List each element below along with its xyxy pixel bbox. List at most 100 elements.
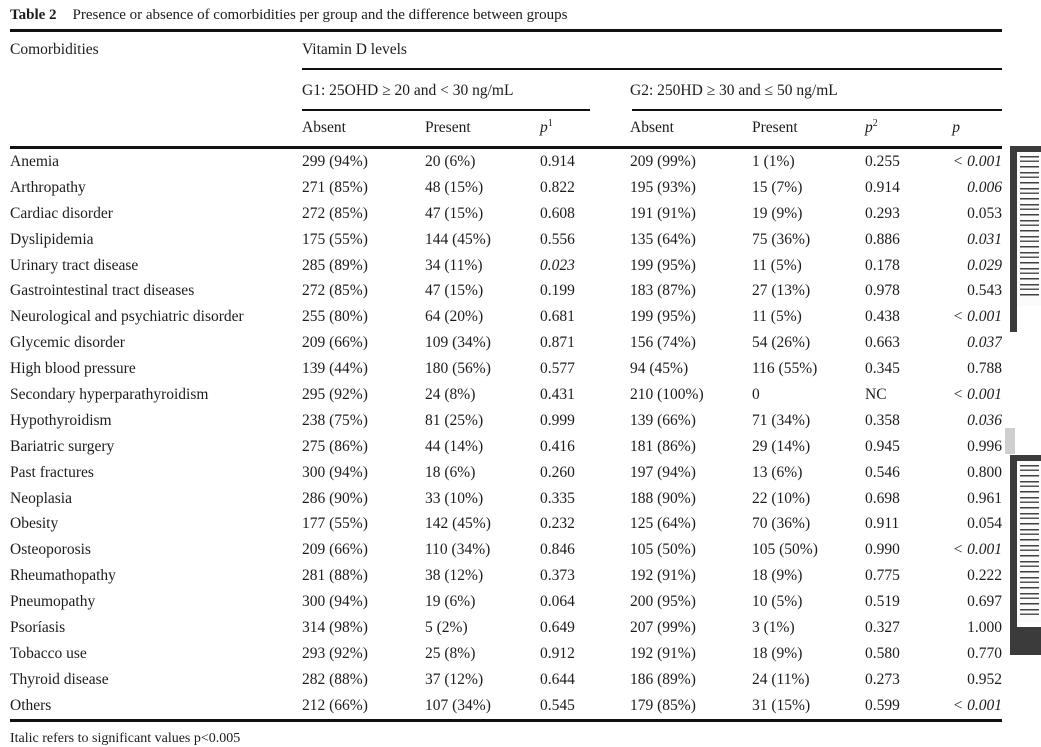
- header-bottom-rule: [10, 146, 1002, 149]
- cell-g1-present: 24 (8%): [425, 386, 476, 404]
- cell-comorbidity: Others: [10, 696, 52, 714]
- cell-p: 0.054: [967, 515, 1002, 533]
- cell-g1-absent: 272 (85%): [302, 282, 368, 300]
- cell-p2: 0.698: [865, 489, 900, 507]
- thumbnail-text-lines: [1020, 465, 1039, 617]
- cell-comorbidity: Obesity: [10, 515, 59, 533]
- cell-p: 0.788: [967, 360, 1002, 378]
- cell-comorbidity: Bariatric surgery: [10, 437, 115, 455]
- table-row: Gastrointestinal tract diseases 272 (85%…: [10, 278, 1002, 304]
- col-p2: p2: [865, 117, 878, 136]
- cell-p1: 0.335: [540, 489, 575, 507]
- cell-g2-present: 0: [752, 386, 760, 404]
- cell-comorbidity: Gastrointestinal tract diseases: [10, 282, 195, 300]
- cell-g2-absent: 209 (99%): [630, 153, 696, 170]
- subgroup-rules: [10, 109, 1002, 111]
- cell-g1-absent: 281 (88%): [302, 567, 368, 585]
- cell-g1-absent: 271 (85%): [302, 178, 368, 196]
- cell-g2-absent: 135 (64%): [630, 230, 696, 248]
- cell-g1-present: 20 (6%): [425, 153, 476, 170]
- cell-g2-absent: 207 (99%): [630, 619, 696, 637]
- cell-g2-present: 1 (1%): [752, 153, 795, 170]
- top-rule: [10, 29, 1002, 32]
- cell-g1-absent: 175 (55%): [302, 230, 368, 248]
- cell-p1: 0.649: [540, 619, 575, 637]
- header-group1: G1: 25OHD ≥ 20 and < 30 ng/mL: [302, 82, 514, 99]
- cell-p2: NC: [865, 386, 887, 404]
- cell-g1-absent: 300 (94%): [302, 593, 368, 611]
- thumbnail-frame-bottom: [1010, 627, 1041, 655]
- cell-g2-present: 22 (10%): [752, 489, 811, 507]
- table-row: Bariatric surgery 275 (86%) 44 (14%) 0.4…: [10, 434, 1002, 460]
- cell-p: 0.031: [967, 230, 1002, 248]
- cell-g1-present: 180 (56%): [425, 360, 491, 378]
- cell-g1-absent: 314 (98%): [302, 619, 368, 637]
- cell-p2: 0.990: [865, 541, 900, 559]
- cell-g2-present: 11 (5%): [752, 308, 802, 326]
- cell-g1-present: 48 (15%): [425, 178, 484, 196]
- thumbnail-page: [1017, 152, 1041, 306]
- cell-g2-absent: 199 (95%): [630, 256, 696, 274]
- header-vitamin-d-levels: Vitamin D levels: [302, 41, 407, 58]
- vitamin-d-rule: [302, 68, 1002, 70]
- cell-p: 0.037: [967, 334, 1002, 352]
- cell-g2-absent: 179 (85%): [630, 696, 696, 714]
- cell-p1: 0.822: [540, 178, 575, 196]
- cell-p: 0.697: [967, 593, 1002, 611]
- cell-p: < 0.001: [952, 541, 1002, 559]
- cell-g1-present: 144 (45%): [425, 230, 491, 248]
- cell-p1: 0.064: [540, 593, 575, 611]
- cell-g2-present: 13 (6%): [752, 463, 803, 481]
- cell-p: 0.029: [967, 256, 1002, 274]
- header-comorbidities: Comorbidities: [10, 41, 99, 58]
- cell-p2: 0.978: [865, 282, 900, 300]
- adjacent-page-thumbnail-bottom: [1010, 455, 1041, 655]
- cell-g1-present: 47 (15%): [425, 282, 484, 300]
- table-row: Neurological and psychiatric disorder 25…: [10, 304, 1002, 330]
- cell-p: 0.543: [967, 282, 1002, 300]
- cell-p1: 0.199: [540, 282, 575, 300]
- cell-comorbidity: High blood pressure: [10, 360, 136, 378]
- cell-g1-present: 47 (15%): [425, 204, 484, 222]
- adjacent-page-thumbnail-top: [1010, 146, 1041, 332]
- cell-p: 0.961: [967, 489, 1002, 507]
- cell-p2: 0.293: [865, 204, 900, 222]
- cell-g2-absent: 200 (95%): [630, 593, 696, 611]
- table-row: Hypothyroidism 238 (75%) 81 (25%) 0.999 …: [10, 408, 1002, 434]
- header-group-row: Comorbidities Vitamin D levels: [10, 32, 1002, 68]
- table-row: Secondary hyperparathyroidism 295 (92%) …: [10, 382, 1002, 408]
- cell-p2: 0.775: [865, 567, 900, 585]
- cell-g1-present: 19 (6%): [425, 593, 476, 611]
- vitamin-d-rule-row: [10, 68, 1002, 70]
- cell-comorbidity: Tobacco use: [10, 644, 87, 662]
- table-row: Thyroid disease 282 (88%) 37 (12%) 0.644…: [10, 667, 1002, 693]
- cell-p2: 0.345: [865, 360, 900, 378]
- cell-p2: 0.273: [865, 670, 900, 688]
- cell-comorbidity: Secondary hyperparathyroidism: [10, 386, 209, 404]
- thumbnail-frame-left: [1010, 455, 1017, 655]
- table-row: Dyslipidemia 175 (55%) 144 (45%) 0.556 1…: [10, 227, 1002, 253]
- cell-g2-present: 71 (34%): [752, 411, 811, 429]
- cell-g2-present: 31 (15%): [752, 696, 811, 714]
- cell-p1: 0.260: [540, 463, 575, 481]
- table-row: Psoríasis 314 (98%) 5 (2%) 0.649 207 (99…: [10, 615, 1002, 641]
- cell-g2-present: 10 (5%): [752, 593, 803, 611]
- cell-p2: 0.599: [865, 696, 900, 714]
- cell-p: 1.000: [967, 619, 1002, 637]
- cell-g1-present: 109 (34%): [425, 334, 491, 352]
- table-title-text: Presence or absence of comorbidities per…: [72, 7, 568, 23]
- table-row: Cardiac disorder 272 (85%) 47 (15%) 0.60…: [10, 201, 1002, 227]
- header-columns-row: Absent Present p1 Absent Present p2 p: [10, 111, 1002, 146]
- table-caption: Table 2 Presence or absence of comorbidit…: [10, 0, 1002, 29]
- table-number: Table 2: [10, 7, 57, 23]
- cell-g1-present: 142 (45%): [425, 515, 491, 533]
- cell-g2-absent: 156 (74%): [630, 334, 696, 352]
- cell-g1-absent: 238 (75%): [302, 411, 368, 429]
- bottom-rule: [10, 718, 1002, 722]
- cell-p: 0.996: [967, 437, 1002, 455]
- table-row: Anemia 299 (94%) 20 (6%) 0.914 209 (99%)…: [10, 149, 1002, 175]
- cell-g2-absent: 186 (89%): [630, 670, 696, 688]
- cell-g1-absent: 282 (88%): [302, 670, 368, 688]
- cell-g1-absent: 300 (94%): [302, 463, 368, 481]
- cell-p1: 0.577: [540, 360, 575, 378]
